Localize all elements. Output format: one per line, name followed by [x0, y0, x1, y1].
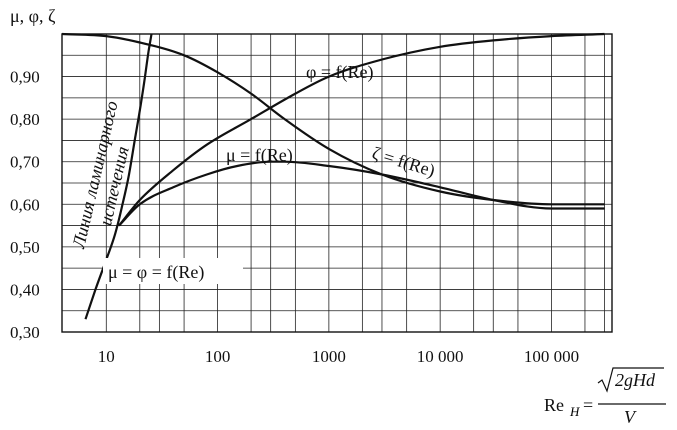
mu-curve-label: μ = f(Re): [226, 145, 293, 166]
y-tick-label: 0,90: [10, 68, 40, 87]
phi-curve-label: φ = f(Re): [306, 62, 374, 83]
y-tick-label: 0,30: [10, 323, 40, 342]
phi-curve: [118, 32, 605, 227]
formula-equals: =: [583, 395, 593, 415]
mu-curve: [118, 160, 605, 227]
x-tick-label: 10: [98, 347, 115, 366]
plot-frame: [61, 33, 613, 333]
formula-denominator: V: [624, 407, 637, 427]
x-tick-label: 100 000: [524, 347, 579, 366]
zeta-curve-label: ζ = f(Re): [370, 143, 438, 182]
y-tick-label: 0,50: [10, 238, 40, 257]
y-axis-label: μ, φ, ζ: [10, 6, 56, 26]
reynolds-formula: Re H = 2gHd V: [544, 367, 666, 427]
x-tick-label: 100: [205, 347, 231, 366]
y-tick-label: 0,40: [10, 280, 40, 299]
formula-lhs-subscript: H: [569, 404, 580, 419]
mu-phi-label-background: [103, 258, 243, 284]
tick-labels: 0,30 0,40 0,50 0,60 0,70 0,80 0,90 10 100 1000 10 …: [10, 68, 579, 366]
sqrt-sign: [597, 367, 664, 393]
y-tick-label: 0,70: [10, 153, 40, 172]
y-tick-label: 0,80: [10, 110, 40, 129]
x-tick-label: 10 000: [417, 347, 464, 366]
y-tick-label: 0,60: [10, 195, 40, 214]
x-tick-label: 1000: [312, 347, 346, 366]
mu-phi-curve-label: μ = φ = f(Re): [108, 262, 204, 283]
formula-lhs: Re: [544, 395, 564, 415]
formula-numerator: 2gHd: [615, 370, 656, 390]
plot-border: [61, 33, 613, 333]
laminar-line-label: Линия ламинарного истечения: [68, 99, 133, 251]
